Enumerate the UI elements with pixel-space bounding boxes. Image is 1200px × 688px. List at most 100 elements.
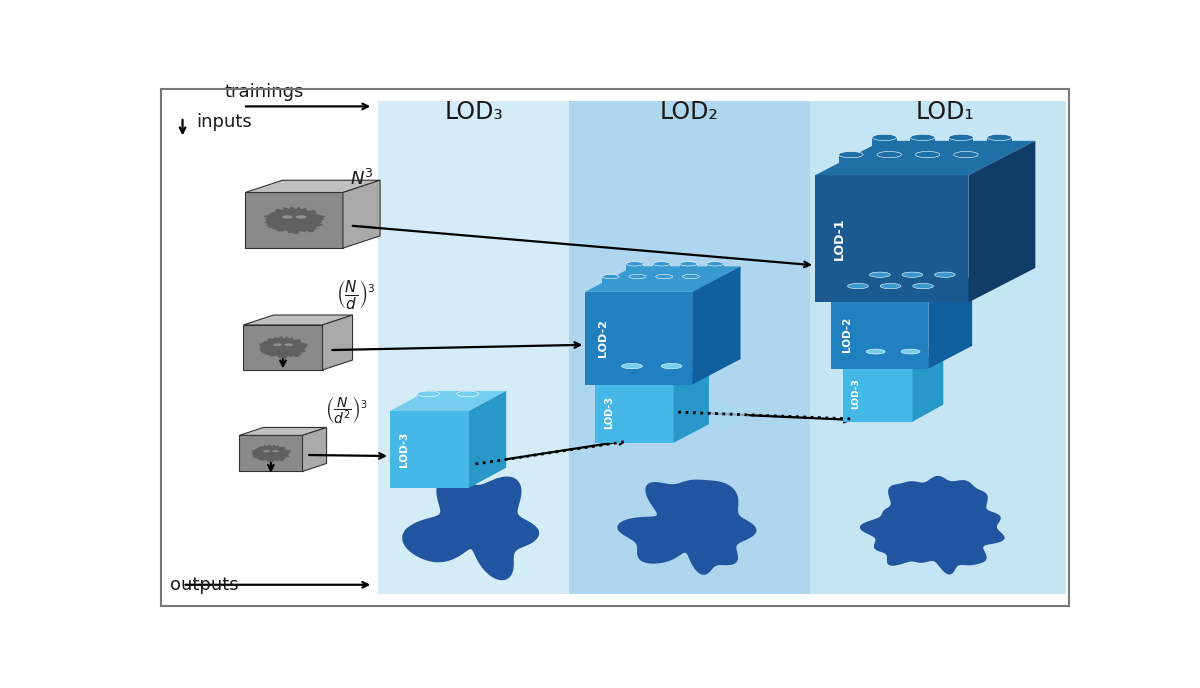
Polygon shape xyxy=(469,391,506,488)
Polygon shape xyxy=(629,275,646,279)
Text: $\left(\dfrac{N}{d}\right)^3$: $\left(\dfrac{N}{d}\right)^3$ xyxy=(336,278,376,311)
Polygon shape xyxy=(679,264,697,272)
Polygon shape xyxy=(680,261,697,266)
Polygon shape xyxy=(251,444,292,462)
Polygon shape xyxy=(815,141,1036,175)
Polygon shape xyxy=(622,363,642,369)
Text: LOD-2: LOD-2 xyxy=(598,319,608,357)
Bar xyxy=(569,101,810,594)
Polygon shape xyxy=(274,343,282,346)
Polygon shape xyxy=(390,411,469,488)
Polygon shape xyxy=(881,283,901,289)
Polygon shape xyxy=(263,450,270,452)
Polygon shape xyxy=(866,352,886,358)
Polygon shape xyxy=(244,315,353,325)
Polygon shape xyxy=(239,427,326,436)
Polygon shape xyxy=(847,286,869,294)
Polygon shape xyxy=(916,155,940,166)
Polygon shape xyxy=(626,261,643,266)
Polygon shape xyxy=(617,480,757,575)
Polygon shape xyxy=(901,349,920,354)
Polygon shape xyxy=(839,151,863,158)
Polygon shape xyxy=(870,272,890,277)
Polygon shape xyxy=(913,283,934,289)
Polygon shape xyxy=(661,363,682,369)
Polygon shape xyxy=(902,275,923,283)
Polygon shape xyxy=(390,391,506,411)
Polygon shape xyxy=(866,349,886,354)
Polygon shape xyxy=(456,394,479,401)
Polygon shape xyxy=(870,275,890,283)
Polygon shape xyxy=(954,155,978,166)
Polygon shape xyxy=(842,349,943,366)
Polygon shape xyxy=(323,315,353,370)
Polygon shape xyxy=(653,264,670,272)
Polygon shape xyxy=(830,300,929,369)
Polygon shape xyxy=(968,141,1036,303)
Text: trainings: trainings xyxy=(224,83,304,100)
Polygon shape xyxy=(698,403,750,429)
Polygon shape xyxy=(594,382,673,443)
Polygon shape xyxy=(935,275,955,283)
Text: LOD-2: LOD-2 xyxy=(842,316,852,352)
Polygon shape xyxy=(830,277,972,300)
Polygon shape xyxy=(295,215,306,219)
Polygon shape xyxy=(683,275,700,279)
Polygon shape xyxy=(457,391,479,397)
Text: LOD₃: LOD₃ xyxy=(444,100,503,124)
Polygon shape xyxy=(707,264,724,272)
Polygon shape xyxy=(343,180,380,248)
Polygon shape xyxy=(602,275,619,279)
Polygon shape xyxy=(929,277,972,369)
Polygon shape xyxy=(655,275,673,279)
Text: LOD₂: LOD₂ xyxy=(660,100,719,124)
Polygon shape xyxy=(622,366,642,373)
Text: inputs: inputs xyxy=(197,114,252,131)
Polygon shape xyxy=(661,366,682,373)
Polygon shape xyxy=(911,134,935,140)
Bar xyxy=(378,101,569,594)
Polygon shape xyxy=(913,286,934,294)
Text: $N^3$: $N^3$ xyxy=(350,169,373,189)
Polygon shape xyxy=(683,277,700,286)
Polygon shape xyxy=(272,450,278,452)
Text: LOD-1: LOD-1 xyxy=(833,217,846,260)
Polygon shape xyxy=(245,193,343,248)
Polygon shape xyxy=(916,151,940,158)
Polygon shape xyxy=(655,277,673,286)
Polygon shape xyxy=(673,363,709,443)
Polygon shape xyxy=(586,292,692,385)
Polygon shape xyxy=(282,215,293,219)
Polygon shape xyxy=(692,266,740,385)
Polygon shape xyxy=(911,138,935,149)
Text: LOD-3: LOD-3 xyxy=(400,432,409,467)
Polygon shape xyxy=(902,272,923,277)
Polygon shape xyxy=(860,476,1004,574)
Polygon shape xyxy=(815,175,968,303)
Polygon shape xyxy=(653,261,670,266)
Polygon shape xyxy=(602,277,619,286)
Polygon shape xyxy=(877,151,901,158)
Polygon shape xyxy=(264,206,325,235)
Polygon shape xyxy=(416,394,439,401)
Polygon shape xyxy=(949,138,973,149)
Polygon shape xyxy=(872,138,896,149)
Polygon shape xyxy=(847,283,869,289)
Polygon shape xyxy=(954,151,978,158)
Text: LOD₁: LOD₁ xyxy=(916,100,974,124)
Polygon shape xyxy=(872,134,896,140)
Polygon shape xyxy=(839,155,863,166)
Text: LOD-3: LOD-3 xyxy=(604,396,614,429)
Polygon shape xyxy=(877,155,901,166)
Text: LOD-3: LOD-3 xyxy=(851,378,860,409)
Polygon shape xyxy=(842,366,912,422)
Polygon shape xyxy=(707,261,724,266)
Polygon shape xyxy=(244,325,323,370)
Polygon shape xyxy=(912,349,943,422)
Polygon shape xyxy=(258,336,308,358)
Polygon shape xyxy=(988,138,1012,149)
Polygon shape xyxy=(418,391,439,397)
Polygon shape xyxy=(949,134,973,140)
Bar xyxy=(810,101,1066,594)
Polygon shape xyxy=(880,286,901,294)
